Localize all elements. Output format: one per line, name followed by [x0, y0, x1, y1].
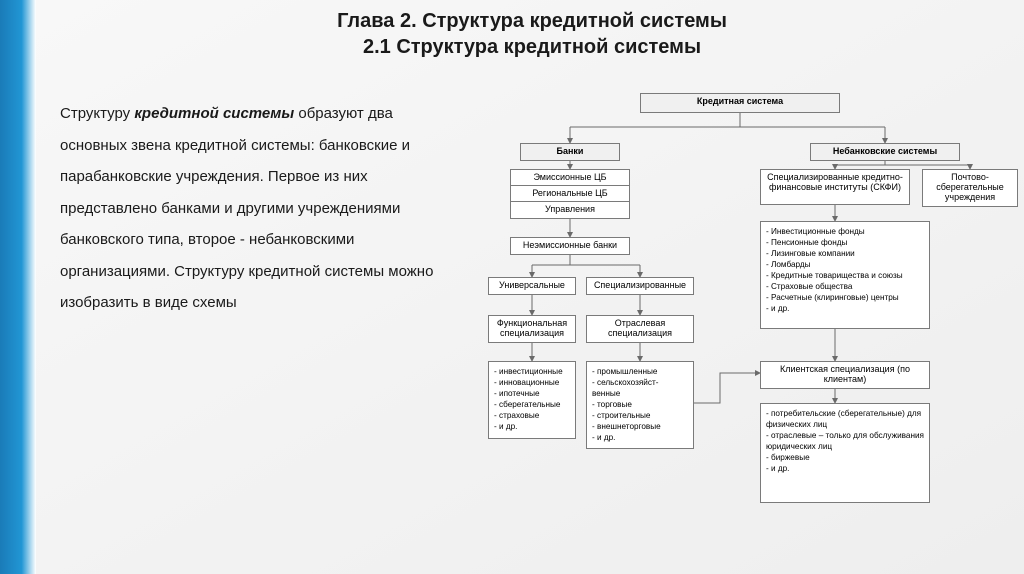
node-root: Кредитная система	[640, 93, 840, 113]
node-otras: Отраслевая специализация	[586, 315, 694, 343]
para-rest: образуют два основных звена кредитной си…	[60, 105, 433, 311]
node-nonbank: Небанковские системы	[810, 143, 960, 161]
node-spec: Специализированные	[586, 277, 694, 295]
node-banks: Банки	[520, 143, 620, 161]
node-skfilist: - Инвестиционные фонды- Пенсионные фонды…	[760, 221, 930, 329]
node-univ: Универсальные	[488, 277, 576, 295]
slide-accent-bar	[0, 0, 36, 574]
slide-content: Глава 2. Структура кредитной системы 2.1…	[50, 8, 1014, 564]
body-paragraph: Структуру кредитной системы образуют два…	[60, 98, 460, 319]
para-em: кредитной системы	[134, 105, 294, 122]
node-otraslist: - промышленные- сельскохозяйст-венные- т…	[586, 361, 694, 449]
node-clientlist: - потребительские (сберегательные) для ф…	[760, 403, 930, 503]
node-client: Клиентская специализация (по клиентам)	[760, 361, 930, 389]
node-func: Функциональная специализация	[488, 315, 576, 343]
node-skfi: Специализированные кредитно-финансовые и…	[760, 169, 910, 205]
title-line-2: 2.1 Структура кредитной системы	[363, 36, 701, 58]
node-funclist: - инвестиционные- инновационные- ипотечн…	[488, 361, 576, 439]
para-open: Структуру	[60, 105, 134, 122]
slide-title: Глава 2. Структура кредитной системы 2.1…	[50, 8, 1014, 60]
node-uprav: Управления	[510, 201, 630, 219]
node-nonemis: Неэмиссионные банки	[510, 237, 630, 255]
title-line-1: Глава 2. Структура кредитной системы	[337, 10, 727, 32]
diagram: Кредитная система Банки Небанковские сис…	[480, 93, 1024, 573]
node-post: Почтово-сберегательные учреждения	[922, 169, 1018, 207]
